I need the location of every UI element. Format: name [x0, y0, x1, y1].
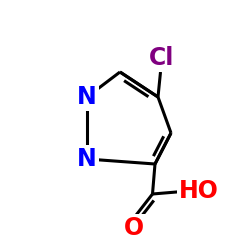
Text: N: N: [77, 147, 97, 171]
Text: HO: HO: [179, 180, 219, 204]
Text: N: N: [77, 85, 97, 109]
Text: O: O: [124, 216, 144, 240]
Text: Cl: Cl: [149, 46, 174, 70]
